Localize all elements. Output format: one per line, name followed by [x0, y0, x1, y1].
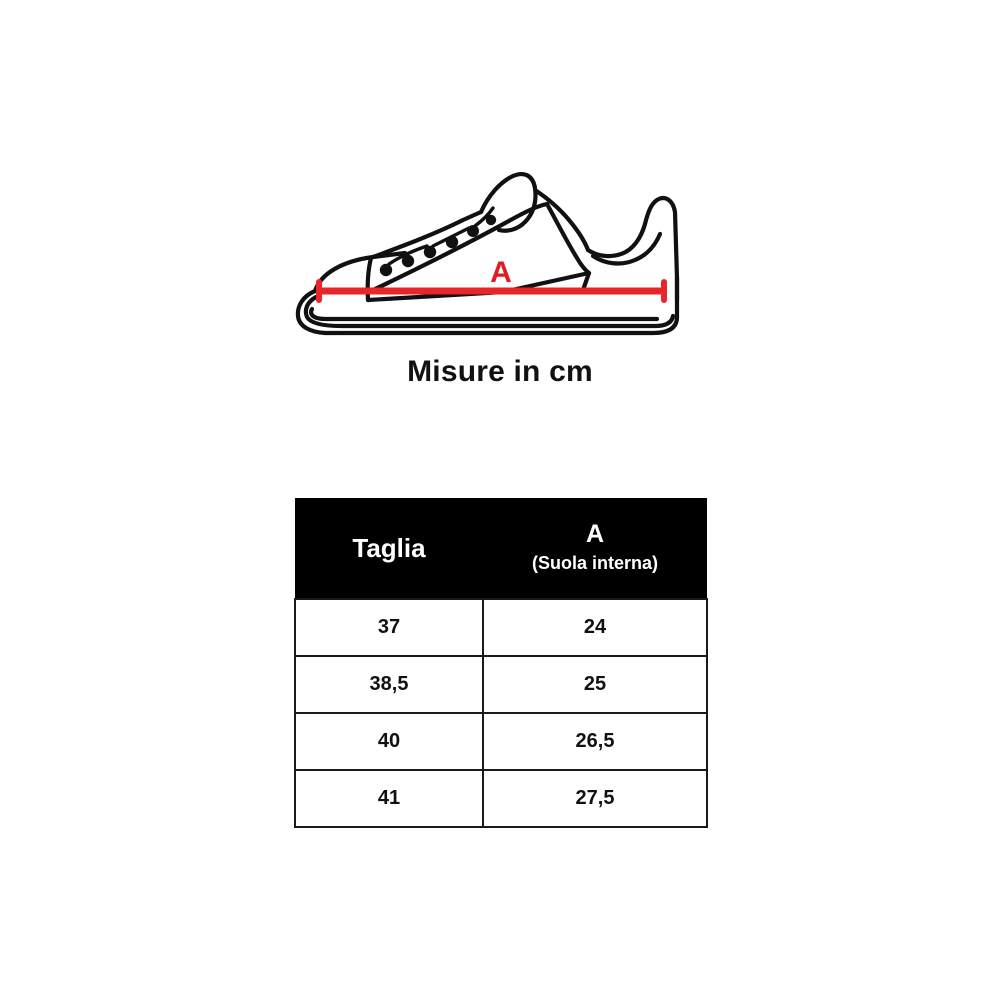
eyelet-1 — [379, 263, 393, 277]
cell-size: 37 — [294, 598, 484, 657]
cell-size: 40 — [294, 712, 484, 771]
lace-eyelets — [379, 214, 497, 277]
eyelet-2 — [401, 254, 415, 268]
shoe-sole-outline — [295, 275, 680, 336]
table-header: Taglia A (Suola interna) — [295, 498, 707, 599]
lace-strand-2 — [431, 226, 471, 248]
midsole-line-upper — [303, 294, 676, 329]
lace-strand-3 — [473, 206, 495, 228]
laces — [387, 206, 495, 266]
measure-label-a: A — [490, 256, 512, 289]
measurement-line-a: A — [316, 256, 667, 303]
diagram-caption: Misure in cm — [407, 355, 593, 388]
heel-counter-outline — [585, 195, 680, 281]
cell-measure-a: 24 — [482, 598, 708, 657]
table-row: 37 24 — [294, 598, 708, 657]
quarter-top-line — [532, 187, 591, 253]
shoe-diagram: A Misure in cm — [0, 0, 1000, 420]
table-row: 38,5 25 — [294, 655, 708, 714]
header-sublabel-suola-interna: (Suola interna) — [531, 552, 658, 573]
header-label-taglia: Taglia — [352, 532, 426, 563]
eyestay-upper-edge — [370, 209, 484, 260]
header-cell-taglia: Taglia — [295, 498, 483, 599]
table-body: 37 24 38,5 25 40 26,5 41 27,5 — [294, 598, 708, 828]
midsole-line-lower — [308, 306, 660, 322]
lace-strand-1 — [387, 244, 429, 266]
cell-size: 41 — [294, 769, 484, 828]
cell-measure-a: 26,5 — [482, 712, 708, 771]
table-row: 41 27,5 — [294, 769, 708, 828]
size-chart-table: Taglia A (Suola interna) 37 24 38,5 25 4… — [294, 498, 708, 828]
eyelet-6 — [485, 214, 497, 226]
cell-size: 38,5 — [294, 655, 484, 714]
heel-counter-inner — [590, 231, 663, 266]
eyelet-3 — [423, 245, 437, 259]
header-row: Taglia A (Suola interna) — [295, 498, 707, 599]
header-cell-measure-a: A (Suola interna) — [483, 498, 707, 599]
toe-cap-seam — [365, 255, 374, 303]
header-label-a: A — [585, 520, 605, 549]
sneaker-side-view-illustration: A — [295, 171, 680, 336]
quarter-lower-seam — [544, 201, 592, 293]
cell-measure-a: 27,5 — [482, 769, 708, 828]
cell-measure-a: 25 — [482, 655, 708, 714]
table-row: 40 26,5 — [294, 712, 708, 771]
